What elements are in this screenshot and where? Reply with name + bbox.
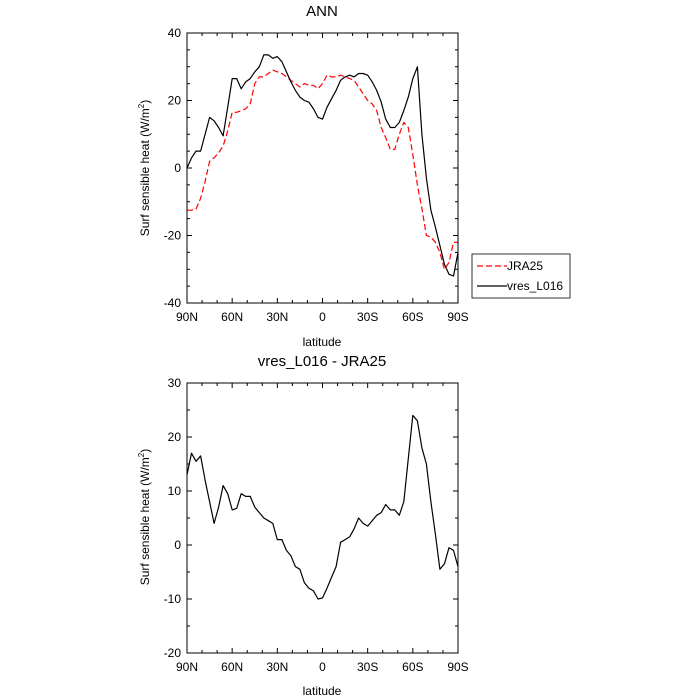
chart-ann-series-vres-l016 (186, 54, 459, 277)
x-tick-label: 60N (221, 310, 243, 324)
chart-ann-title: ANN (306, 3, 338, 20)
y-tick-label: 20 (168, 94, 182, 108)
chart-ann-plot-frame (186, 32, 459, 304)
chart-ann-x-axis-label: latitude (303, 335, 342, 349)
chart-difference-y-axis-label-sup: 2 (137, 452, 146, 457)
chart-ann-y-axis-label-close: ) (138, 100, 152, 104)
x-tick-label: 0 (319, 660, 326, 674)
y-tick-label: -40 (164, 296, 182, 310)
y-tick-label: -20 (164, 229, 182, 243)
legend: JRA25 vres_L016 (471, 253, 571, 299)
x-tick-label: 90N (176, 660, 198, 674)
chart-ann-series-jra25 (187, 69, 458, 270)
chart-difference-plot-frame (186, 382, 459, 654)
y-tick-label: 40 (168, 26, 182, 40)
x-tick-label: 60S (402, 660, 423, 674)
y-tick-label: 30 (168, 376, 182, 390)
chart-difference-series (186, 414, 459, 600)
y-tick-label: 0 (174, 161, 181, 175)
y-tick-label: 10 (168, 484, 182, 498)
chart-difference-x-axis-label: latitude (303, 684, 342, 698)
x-tick-label: 30S (357, 660, 378, 674)
x-tick-label: 90N (176, 310, 198, 324)
chart-difference-y-axis-label-main: Surf sensible heat (W/m (138, 457, 152, 585)
chart-ann-y-axis-label-sup: 2 (137, 103, 146, 108)
x-tick-label: 60S (402, 310, 423, 324)
legend-label-jra25: JRA25 (507, 259, 543, 273)
chart-ann: ANN Surf sensible heat (W/m2) latitude 9… (137, 3, 571, 349)
chart-difference-title: vres_L016 - JRA25 (258, 353, 386, 370)
x-tick-label: 90S (447, 660, 468, 674)
chart-difference-y-axis-label-close: ) (138, 449, 152, 453)
x-tick-label: 30S (357, 310, 378, 324)
y-tick-label: -20 (164, 646, 182, 660)
y-tick-label: -10 (164, 592, 182, 606)
x-tick-label: 0 (319, 310, 326, 324)
chart-difference-y-axis-label: Surf sensible heat (W/m2) (137, 449, 152, 586)
chart-difference-tick-labels: 90N 60N 30N 0 30S 60S 90S -20 -10 0 10 20 30 (164, 376, 469, 674)
chart-difference: vres_L016 - JRA25 Surf sensible heat (W/… (137, 353, 469, 698)
y-tick-label: 0 (174, 538, 181, 552)
x-tick-label: 30N (266, 310, 288, 324)
legend-box (471, 253, 571, 299)
x-tick-label: 60N (221, 660, 243, 674)
chart-ann-y-axis-label-main: Surf sensible heat (W/m (138, 108, 152, 236)
x-tick-label: 30N (266, 660, 288, 674)
legend-label-vres-l016: vres_L016 (507, 279, 563, 293)
y-tick-label: 20 (168, 430, 182, 444)
chart-ann-tick-labels: 90N 60N 30N 0 30S 60S 90S -40 -20 0 20 40 (164, 26, 469, 324)
chart-difference-series-vres-l016-jra25 (186, 414, 459, 600)
chart-ann-series (186, 54, 459, 277)
chart-ann-y-axis-label: Surf sensible heat (W/m2) (137, 100, 152, 237)
x-tick-label: 90S (447, 310, 468, 324)
